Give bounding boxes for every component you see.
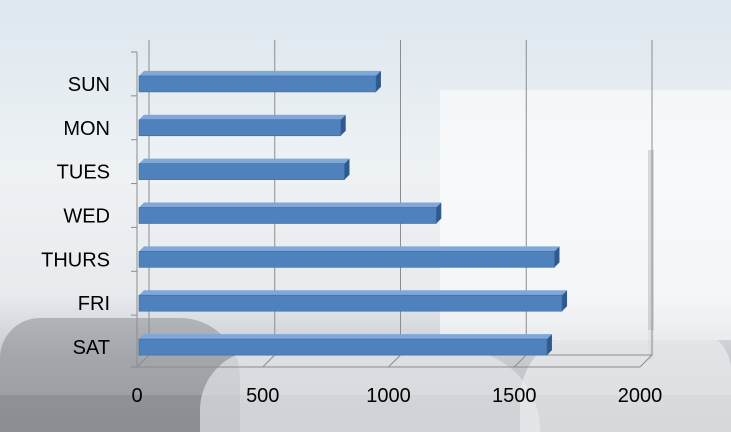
tick-labels: 0 500 1000 1500 2000 SUN MON TUES WED THURS FRI SAT — [41, 74, 662, 407]
floor-gridline-0 — [136, 354, 150, 368]
floor-gridline-1500 — [513, 354, 527, 368]
bar-side-thurs — [554, 246, 560, 268]
y-tick-label-thurs: THURS — [41, 249, 110, 271]
bar-mon — [138, 114, 346, 137]
bar-fri — [138, 290, 568, 312]
y-tick-label-wed: WED — [63, 206, 110, 228]
bar-top-thurs — [139, 246, 560, 252]
y-tick-label-sun: SUN — [68, 74, 110, 96]
x-tick-label-500: 500 — [246, 385, 279, 407]
floor-gridline-1000 — [388, 354, 401, 368]
x-tick-label-1000: 1000 — [366, 385, 411, 407]
bar-top-fri — [139, 290, 568, 296]
bar-top-tues — [139, 158, 350, 164]
floor-gridline-500 — [262, 354, 276, 368]
bar-sun — [138, 70, 381, 93]
x-tick-label-0: 0 — [131, 385, 142, 407]
y-tick-label-sat: SAT — [73, 337, 110, 359]
bars — [138, 70, 568, 356]
bar-top-mon — [139, 114, 346, 120]
bar-tues — [138, 158, 350, 180]
y-tick-label-tues: TUES — [57, 162, 110, 184]
bar-side-fri — [562, 290, 568, 312]
bar-front-fri — [138, 294, 563, 312]
bar-front-thurs — [138, 251, 555, 268]
x-tick-label-2000: 2000 — [618, 385, 663, 407]
bar-front-tues — [138, 163, 345, 180]
floor-gridline-2000 — [639, 354, 653, 368]
bar-side-sun — [375, 70, 381, 92]
bar-thurs — [138, 246, 560, 268]
bar-side-sat — [546, 334, 552, 356]
bar-side-mon — [340, 114, 346, 136]
x-tick-label-1500: 1500 — [492, 385, 537, 407]
bar-wed — [138, 202, 442, 224]
bar-front-wed — [138, 207, 437, 224]
bar-sat — [138, 334, 552, 356]
y-tick-label-fri: FRI — [78, 293, 110, 315]
bar-side-wed — [436, 202, 442, 224]
bar-top-wed — [139, 202, 442, 208]
y-tick-label-mon: MON — [63, 118, 110, 140]
bar-front-sun — [138, 75, 377, 93]
bar-top-sun — [139, 70, 381, 76]
bar-top-sat — [139, 334, 552, 340]
bar-side-tues — [344, 158, 350, 180]
bar-front-sat — [138, 338, 548, 356]
bar-front-mon — [138, 119, 342, 137]
